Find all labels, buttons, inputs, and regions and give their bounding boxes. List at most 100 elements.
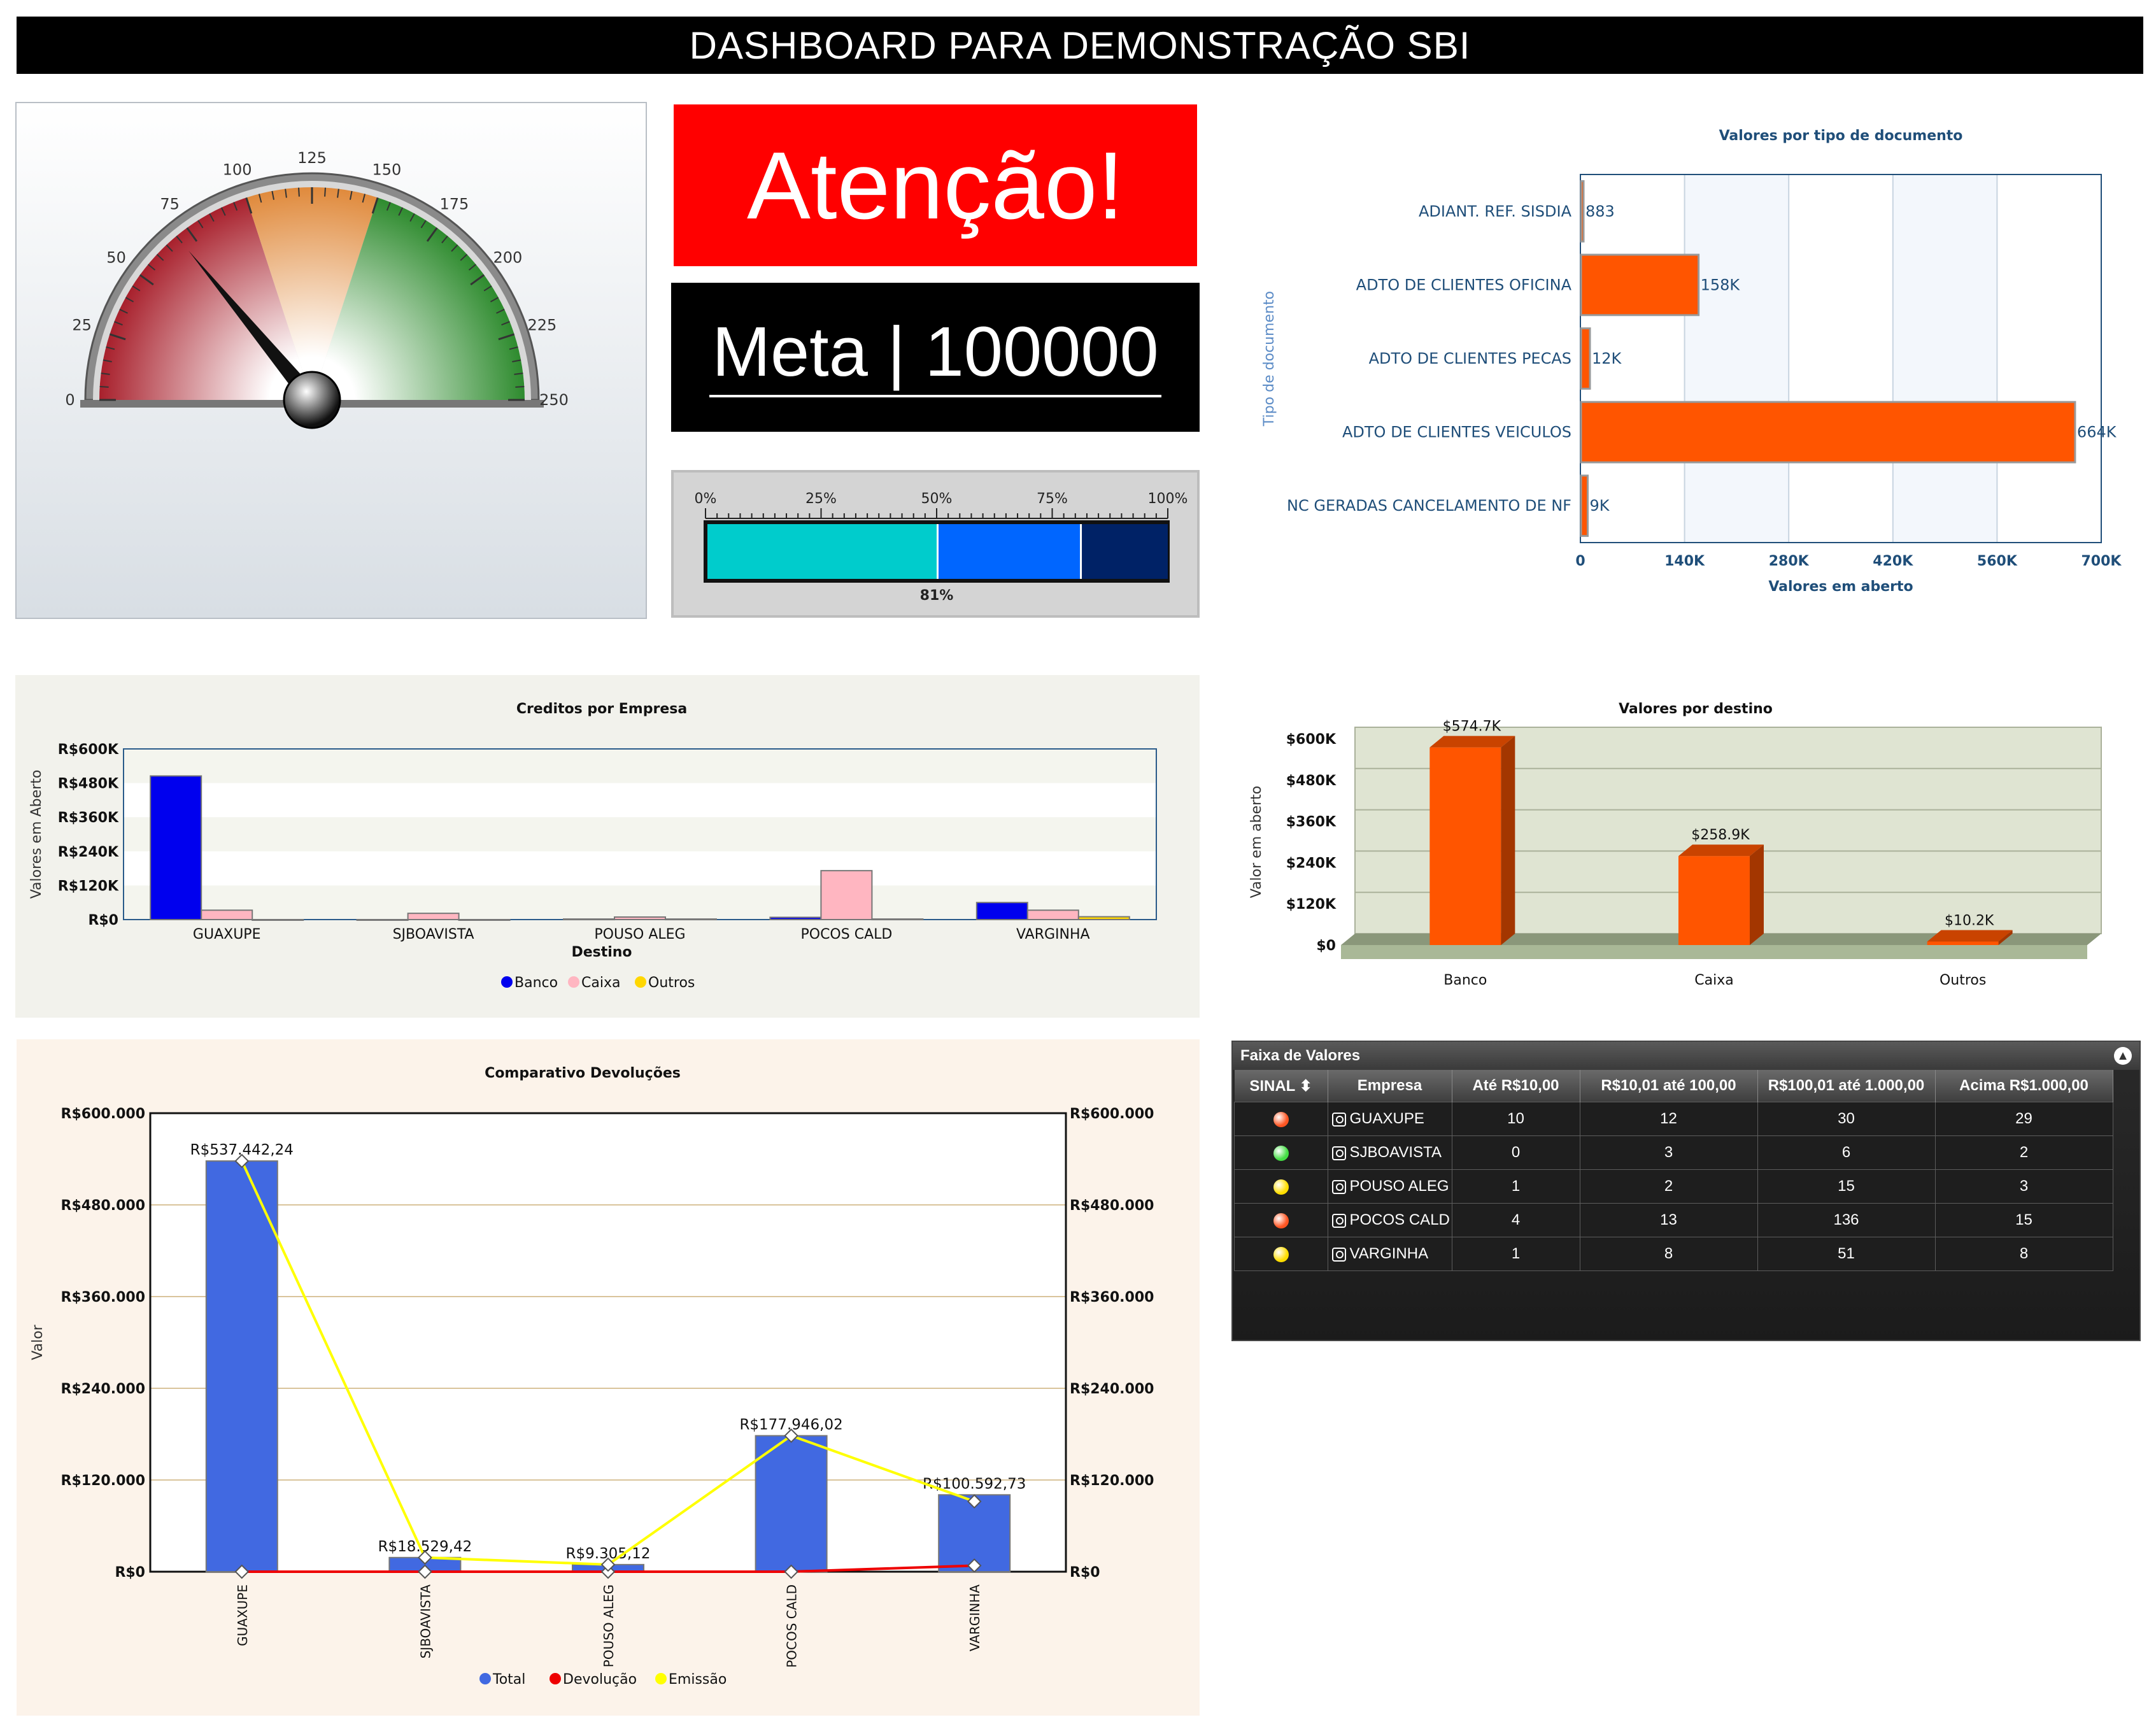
signal-cell — [1234, 1135, 1328, 1170]
col-sinal[interactable]: SINAL ⬍ — [1234, 1070, 1328, 1102]
x-tick-label: GUAXUPE — [193, 927, 261, 943]
bar-top — [1429, 736, 1515, 748]
faixa-row[interactable]: SJBOAVISTA 0 3 6 2 — [1234, 1135, 2113, 1170]
count-cell: 3 — [1934, 1169, 2113, 1204]
gauge-chart: 0 25 50 75 100 125 150 175 200 225 250 — [65, 149, 569, 429]
empresa-label: VARGINHA — [1349, 1245, 1429, 1262]
gauge-hub — [283, 371, 341, 429]
gauge-tick — [470, 274, 485, 286]
faixa-row[interactable]: VARGINHA 1 8 51 8 — [1234, 1237, 2113, 1271]
progress-bar: 0% 25% 50% 75% 100% 81% — [695, 491, 1188, 604]
y-tick-label: R$0 — [88, 913, 118, 929]
gauge-tick-label: 75 — [160, 196, 180, 213]
gauge-tick — [103, 359, 112, 363]
chart-credits-svg: Creditos por Empresa R$0 R$120K R$240K R$360… — [29, 701, 1157, 991]
bar-caixa — [614, 916, 666, 921]
y-tick-label: NC GERADAS CANCELAMENTO DE NF — [1287, 497, 1571, 515]
count-cell: 10 — [1451, 1102, 1580, 1136]
y-tick-label: $600K — [1286, 732, 1337, 748]
line-point — [234, 1153, 250, 1169]
x-tick-label: 700K — [2082, 553, 2122, 569]
company-icon[interactable] — [1331, 1179, 1346, 1194]
signal-cell — [1234, 1169, 1328, 1204]
line-point — [967, 1494, 982, 1509]
chart-frame — [1580, 174, 2102, 543]
signal-cell — [1234, 1203, 1328, 1237]
y-tick-label-left: R$360.000 — [61, 1290, 145, 1306]
bar-banco — [150, 775, 202, 920]
chart-title: Comparativo Devoluções — [485, 1065, 681, 1081]
attention-banner: Atenção! — [674, 104, 1197, 266]
count-cell: 51 — [1757, 1237, 1936, 1271]
company-icon[interactable] — [1331, 1247, 1346, 1262]
bar — [1580, 401, 2076, 464]
y-tick-label-right: R$240.000 — [1070, 1381, 1154, 1397]
chart-title: Valores por tipo de documento — [1719, 128, 1963, 144]
data-label: 158K — [1701, 276, 1741, 294]
gauge-tick — [483, 285, 492, 292]
gauge-tick — [114, 321, 123, 326]
col-10-100[interactable]: R$10,01 até 100,00 — [1580, 1070, 1758, 1102]
y-tick-label-left: R$240.000 — [61, 1381, 145, 1397]
collapse-icon[interactable]: ▲ — [2114, 1047, 2132, 1065]
company-icon[interactable] — [1331, 1112, 1346, 1127]
gauge-tick — [176, 236, 183, 244]
data-label: 12K — [1592, 350, 1622, 367]
y-tick-label: R$480K — [58, 776, 119, 792]
y-tick-label: $360K — [1286, 815, 1337, 830]
col-empresa[interactable]: Empresa — [1328, 1070, 1452, 1102]
faixa-header: Faixa de Valores ▲ — [1233, 1042, 2139, 1070]
gauge-tick — [166, 244, 173, 252]
gauge-tick-label: 225 — [527, 317, 557, 334]
count-cell: 136 — [1757, 1203, 1936, 1237]
gauge-tick — [125, 297, 134, 302]
col-acima-1000[interactable]: Acima R$1.000,00 — [1935, 1070, 2113, 1102]
empresa-cell: VARGINHA — [1327, 1237, 1452, 1271]
bar — [1580, 180, 1585, 243]
gauge-tick — [426, 227, 438, 242]
gauge-tick — [409, 213, 415, 222]
x-tick-label: 560K — [1977, 553, 2018, 569]
y-tick-label: R$120K — [58, 878, 119, 894]
y-tick-label: ADTO DE CLIENTES OFICINA — [1356, 276, 1572, 294]
x-tick-label: 280K — [1769, 553, 1810, 569]
col-100-1000[interactable]: R$100,01 até 1.000,00 — [1757, 1070, 1936, 1102]
bar-top — [1678, 844, 1764, 857]
faixa-row[interactable]: GUAXUPE 10 12 30 29 — [1234, 1102, 2113, 1136]
gauge-tick — [220, 207, 226, 216]
legend-marker — [501, 976, 513, 988]
count-cell: 15 — [1934, 1203, 2113, 1237]
gauge-tick — [512, 359, 521, 363]
gauge-tick — [509, 346, 518, 350]
x-tick-label: POCOS CALD — [800, 927, 892, 943]
y-axis-title: Tipo de documento — [1261, 291, 1277, 427]
progress-band — [1082, 524, 1168, 579]
progress-tick-label: 75% — [1037, 491, 1068, 507]
empresa-label: POUSO ALEG — [1349, 1178, 1449, 1195]
progress-band — [939, 524, 1081, 579]
progress-tick-label: 100% — [1148, 491, 1188, 507]
count-cell: 2 — [1934, 1135, 2113, 1170]
gauge-tick — [132, 285, 141, 292]
x-tick-label: Banco — [1443, 972, 1487, 988]
gauge-tick — [490, 297, 499, 302]
faixa-table: SINAL ⬍ Empresa Até R$10,00 R$10,01 até … — [1234, 1070, 2113, 1271]
line-point — [418, 1550, 432, 1565]
chart-stripe — [124, 817, 1156, 851]
x-tick-label: VARGINHA — [1016, 927, 1090, 943]
company-icon[interactable] — [1331, 1146, 1346, 1160]
chart-valores-destino: Valores por destino $0 $120K $240K $360K $480… — [1235, 675, 2139, 1018]
faixa-row[interactable]: POUSO ALEG 1 2 15 3 — [1234, 1169, 2113, 1204]
faixa-row[interactable]: POCOS CALD 4 13 136 15 — [1234, 1203, 2113, 1237]
x-tick-label: POUSO ALEG — [594, 927, 685, 943]
x-tick-label: 140K — [1664, 553, 1705, 569]
gauge-tick — [496, 308, 505, 314]
col-ate-10[interactable]: Até R$10,00 — [1452, 1070, 1580, 1102]
y-tick-label: $240K — [1286, 855, 1337, 871]
chart-valores-tipo-documento: Valores por tipo de documento ADIANT. REF… — [1248, 102, 2139, 618]
count-cell: 8 — [1579, 1237, 1758, 1271]
y-tick-label: $0 — [1316, 938, 1336, 954]
company-icon[interactable] — [1331, 1213, 1346, 1228]
gauge-tick — [468, 264, 476, 271]
signal-cell — [1234, 1237, 1328, 1271]
